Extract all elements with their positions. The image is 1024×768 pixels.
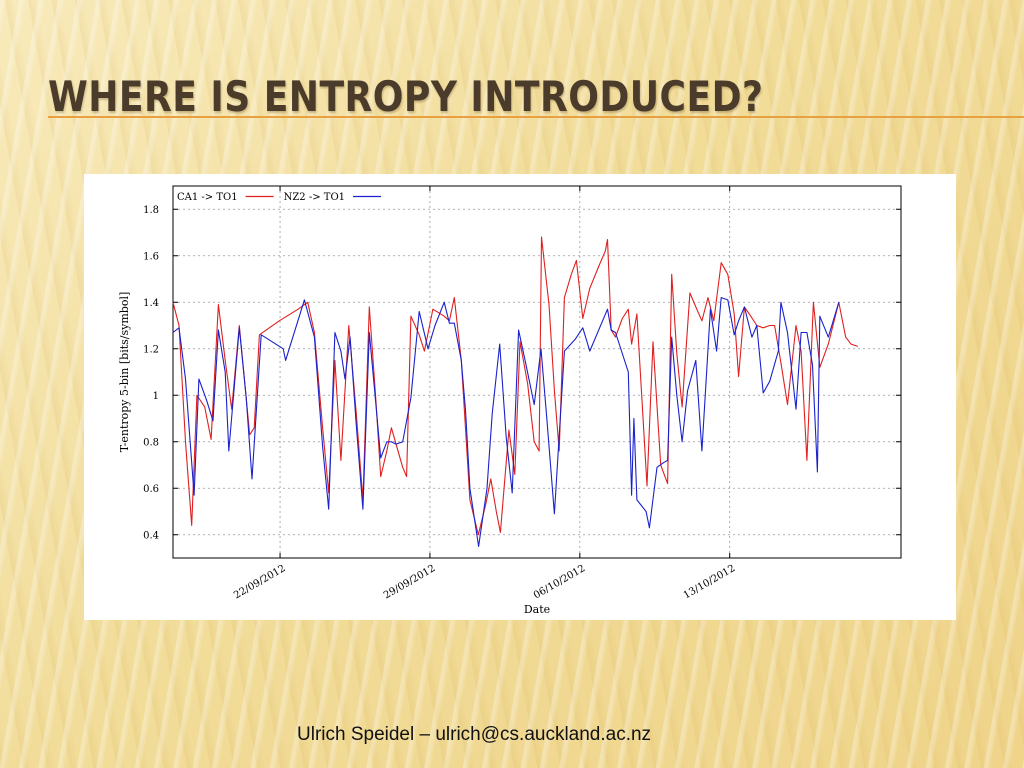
y-axis-label: T-entropy 5-bin [bits/symbol] <box>118 292 131 453</box>
x-tick-label: 22/09/2012 <box>232 563 287 601</box>
slide-footer: Ulrich Speidel – ulrich@cs.auckland.ac.n… <box>297 724 652 745</box>
x-tick-label: 13/10/2012 <box>682 563 737 601</box>
y-tick-label: 0.8 <box>143 437 159 448</box>
y-tick-label: 1.8 <box>143 205 159 216</box>
legend: CA1 -> TO1 NZ2 -> TO1 <box>177 192 381 203</box>
y-tick-label: 1.4 <box>143 298 159 309</box>
chart-svg: 0.4 0.6 0.8 1 1.2 1.4 1.6 1.8 22/09/2012 29/09/20… <box>118 185 902 616</box>
series-line-nz2-to1 <box>172 297 840 547</box>
title-divider <box>48 116 1024 118</box>
series-line-ca1-to1 <box>172 236 859 536</box>
y-tick-label: 1.6 <box>143 251 159 262</box>
x-tick-label: 29/09/2012 <box>382 563 437 601</box>
y-tick-label: 1.2 <box>143 344 159 355</box>
x-axis-label: Date <box>524 603 550 616</box>
legend-label: CA1 -> TO1 <box>177 192 238 203</box>
grid-layer <box>172 185 902 559</box>
y-tick-label: 0.4 <box>143 530 159 541</box>
y-tick-label: 0.6 <box>143 484 159 495</box>
legend-label: NZ2 -> TO1 <box>284 192 345 203</box>
series-layer <box>172 236 859 547</box>
slide-title: WHERE IS ENTROPY INTRODUCED? <box>48 72 764 121</box>
entropy-chart: 0.4 0.6 0.8 1 1.2 1.4 1.6 1.8 22/09/2012 29/09/20… <box>84 174 956 620</box>
plot-area <box>172 185 902 559</box>
y-tick-label: 1 <box>153 391 159 402</box>
x-tick-label: 06/10/2012 <box>532 563 587 601</box>
